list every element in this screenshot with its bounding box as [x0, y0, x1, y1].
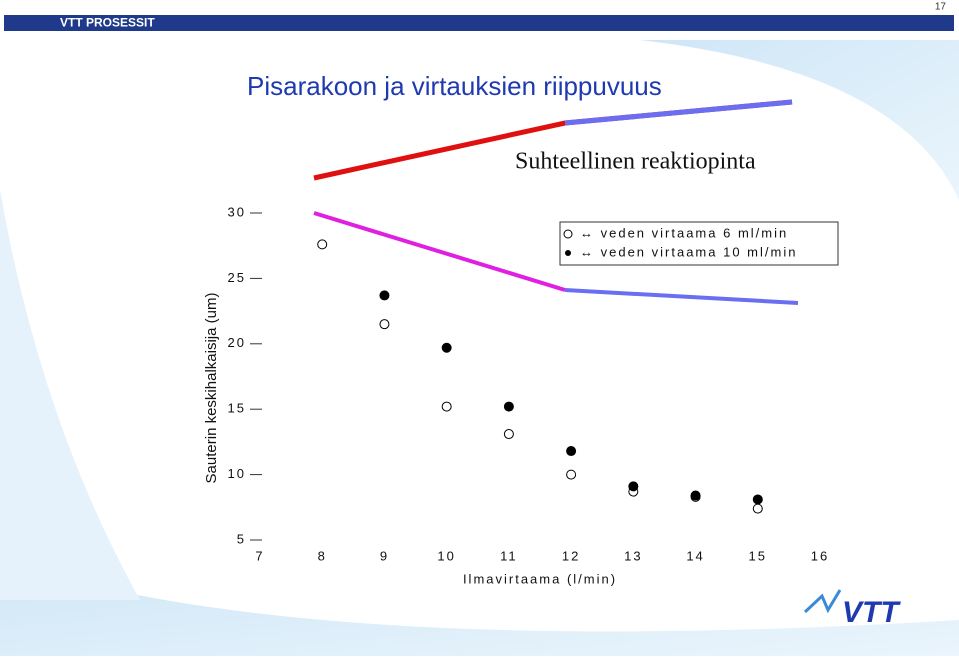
swoosh — [0, 560, 959, 656]
subtitle: Suhteellinen reaktiopinta — [515, 149, 756, 175]
point — [441, 342, 452, 353]
header-title: VTT PROSESSIT — [60, 16, 155, 30]
legend — [559, 221, 839, 266]
swoosh — [0, 190, 140, 600]
header-bar — [4, 15, 954, 31]
x-tick-label: 8 — [318, 548, 327, 563]
x-tick-label: 13 — [624, 548, 642, 563]
point — [379, 319, 390, 330]
y-tick-label: 20 — [228, 335, 246, 350]
legend-label: ↔ veden virtaama 6 ml/min — [580, 225, 788, 240]
logo-mark — [803, 589, 842, 614]
legend-marker — [563, 229, 573, 239]
x-tick-label: 15 — [749, 548, 767, 563]
logo-text: VTT — [842, 596, 901, 629]
x-tick-label: 16 — [811, 548, 829, 563]
point — [566, 446, 577, 457]
x-tick-label: 12 — [562, 548, 580, 563]
y-tick-label: 10 — [228, 466, 246, 481]
trend-decoration — [313, 211, 566, 292]
x-tick-label: 14 — [686, 548, 704, 563]
point — [503, 429, 514, 440]
point — [690, 490, 701, 501]
x-tick-label: 7 — [255, 548, 264, 563]
y-tick-label: 30 — [228, 204, 246, 219]
y-tick-label: 25 — [228, 270, 246, 285]
point — [441, 401, 452, 412]
slide-title: Pisarakoon ja virtauksien riippuvuus — [247, 71, 662, 101]
swoosh — [640, 40, 959, 200]
x-axis-label: Ilmavirtaama (l/min) — [463, 571, 617, 586]
chart: 5 10 15 20 25 30 7 8 9 10 11 12 13 14 15 16 ↔ veden virt… — [228, 204, 829, 563]
point — [628, 481, 639, 492]
legend-label: ↔ veden virtaama 10 ml/min — [580, 244, 797, 259]
point — [379, 290, 390, 301]
y-tick-label: 15 — [228, 401, 246, 416]
y-axis-label: Sauterin keskihalkaisija (um) — [203, 293, 220, 484]
legend-marker — [565, 250, 571, 256]
page-number: 17 — [935, 2, 947, 13]
trend-decoration — [564, 288, 799, 305]
x-tick-label: 11 — [500, 548, 518, 563]
x-tick-label: 10 — [437, 548, 455, 563]
logo: VTT — [803, 589, 901, 629]
y-tick-label: 5 — [237, 531, 246, 546]
x-tick-label: 9 — [380, 548, 389, 563]
point — [752, 494, 763, 505]
point — [317, 239, 328, 250]
trend-decoration — [564, 99, 793, 126]
point — [503, 401, 514, 412]
point — [752, 503, 763, 514]
point — [566, 469, 577, 480]
